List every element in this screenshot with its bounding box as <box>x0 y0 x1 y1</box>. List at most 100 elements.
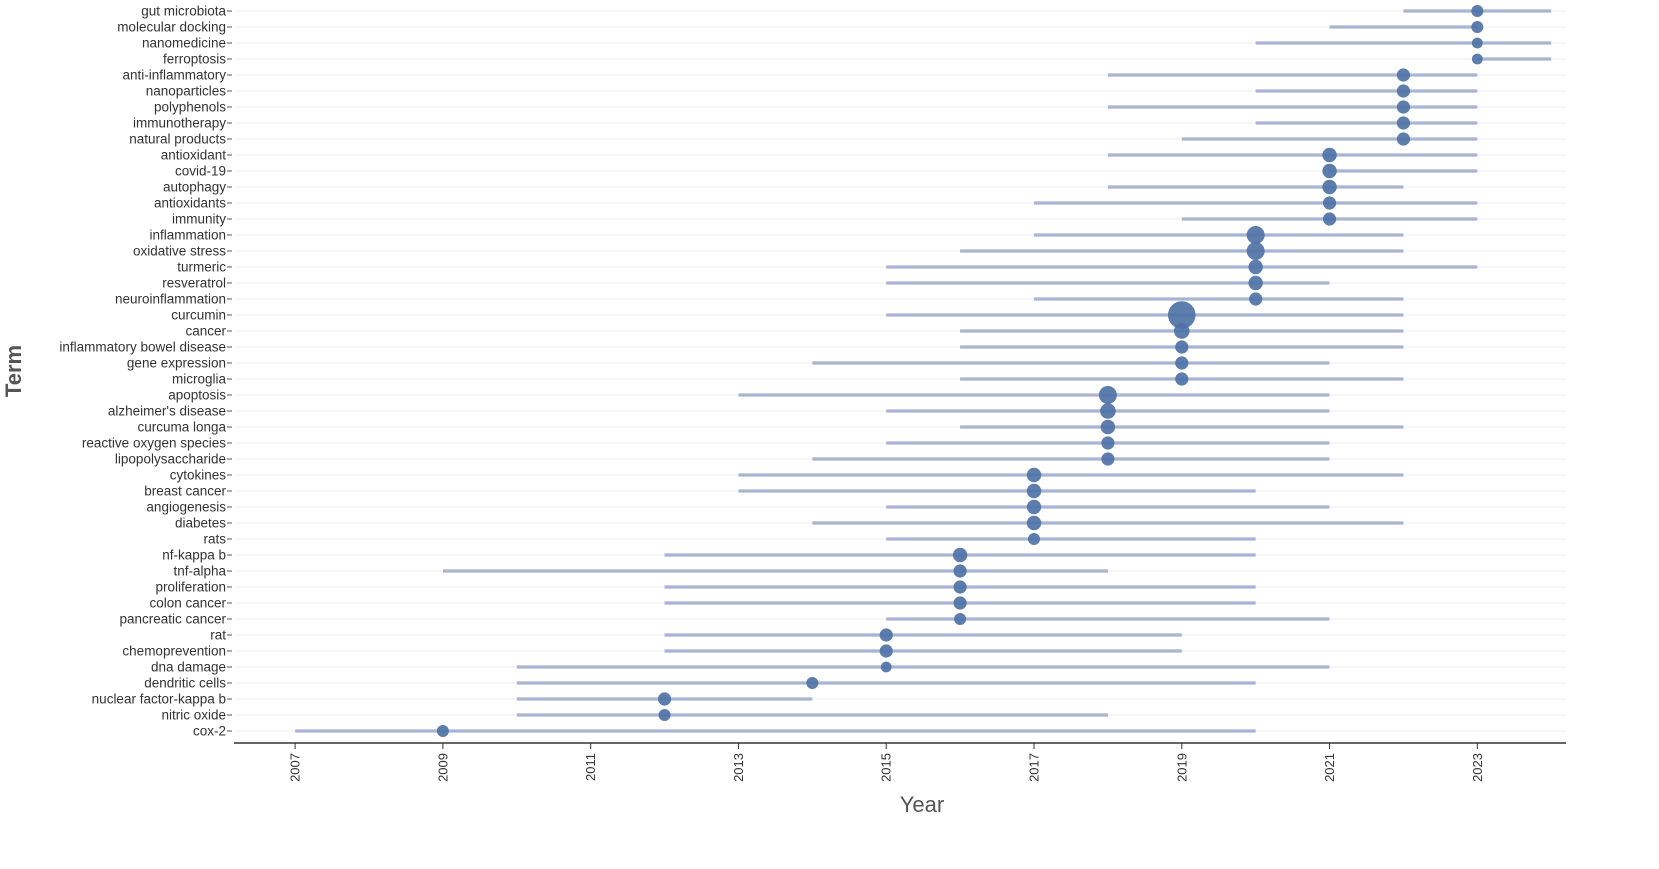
y-tick-label: molecular docking <box>117 20 226 35</box>
data-point <box>952 547 968 563</box>
y-tick-label: curcuma longa <box>137 420 226 435</box>
data-point <box>436 725 449 737</box>
data-point <box>1100 419 1116 435</box>
x-tick-label: 2009 <box>435 753 450 782</box>
data-point <box>1322 179 1337 195</box>
data-point <box>657 692 672 706</box>
data-point <box>1175 372 1189 386</box>
y-tick-label: reactive oxygen species <box>82 436 226 451</box>
data-point <box>953 564 967 578</box>
data-point <box>1175 356 1189 370</box>
x-tick-label: 2007 <box>288 753 303 782</box>
y-tick-label: chemoprevention <box>122 644 226 659</box>
data-point <box>880 661 892 673</box>
y-tick-label: antioxidant <box>161 148 227 163</box>
data-point <box>1026 467 1042 483</box>
y-tick-label: nanomedicine <box>142 36 226 51</box>
data-point <box>1471 5 1484 17</box>
y-tick-label: breast cancer <box>144 484 226 499</box>
x-tick-label: 2011 <box>583 753 598 781</box>
y-tick-label: inflammation <box>149 228 226 243</box>
x-tick-label: 2017 <box>1027 753 1042 782</box>
y-axis-title: Term <box>1 345 26 397</box>
data-point <box>806 677 819 689</box>
y-tick-label: gut microbiota <box>141 4 226 19</box>
y-tick-label: angiogenesis <box>146 500 226 515</box>
data-point <box>1028 533 1040 545</box>
data-point <box>1396 84 1411 98</box>
data-point <box>954 613 967 625</box>
y-tick-label: curcumin <box>171 308 226 323</box>
x-tick-label: 2021 <box>1322 753 1337 782</box>
y-tick-label: polyphenols <box>154 100 226 115</box>
data-point <box>1322 212 1337 226</box>
range-lines <box>295 9 1552 733</box>
y-tick-label: diabetes <box>175 516 226 531</box>
x-tick-label: 2013 <box>731 753 746 782</box>
data-points <box>436 5 1484 737</box>
y-tick-label: proliferation <box>155 580 226 595</box>
data-point <box>1396 132 1411 146</box>
data-point <box>1471 53 1483 65</box>
y-tick-label: colon cancer <box>149 596 226 611</box>
y-tick-label: cytokines <box>170 468 227 483</box>
data-point <box>1098 386 1117 404</box>
y-tick-label: nuclear factor-kappa b <box>92 692 226 707</box>
x-tick-label: 2019 <box>1174 753 1189 782</box>
x-tick-label: 2023 <box>1470 753 1485 782</box>
data-point <box>1026 483 1042 499</box>
y-tick-label: lipopolysaccharide <box>115 452 226 467</box>
y-tick-label: inflammatory bowel disease <box>59 340 226 355</box>
data-point <box>1471 21 1484 33</box>
y-tick-label: resveratrol <box>162 276 226 291</box>
data-point <box>1026 499 1042 515</box>
data-point <box>1248 275 1263 291</box>
y-tick-label: gene expression <box>127 356 226 371</box>
x-axis: 2007 2009 2011 2013 2015 2017 2019 2021 2023 <box>234 742 1566 782</box>
data-point <box>1101 452 1115 466</box>
data-point <box>953 596 967 610</box>
data-point <box>1175 340 1189 354</box>
x-tick-label: 2015 <box>879 753 894 782</box>
y-tick-label: rats <box>203 532 226 547</box>
data-point <box>658 709 671 721</box>
y-tick-label: nf-kappa b <box>162 548 226 563</box>
y-tick-label: rat <box>210 628 226 643</box>
y-tick-label: autophagy <box>163 180 226 195</box>
y-tick-label: nanoparticles <box>146 84 227 99</box>
y-tick-label: covid-19 <box>175 164 226 179</box>
y-tick-label: tnf-alpha <box>173 564 226 579</box>
data-point <box>1100 403 1116 419</box>
y-tick-label: ferroptosis <box>163 52 226 67</box>
data-point <box>1249 292 1263 306</box>
y-tick-label: natural products <box>129 132 226 147</box>
y-tick-label: microglia <box>172 372 227 387</box>
data-point <box>1396 100 1411 114</box>
data-point <box>953 580 967 594</box>
y-tick-label: turmeric <box>177 260 226 275</box>
y-tick-label: dendritic cells <box>144 676 226 691</box>
y-tick-label: oxidative stress <box>133 244 226 259</box>
grid-lines <box>236 10 1566 732</box>
data-point <box>1322 147 1337 163</box>
data-point <box>1026 515 1042 531</box>
data-point <box>879 628 893 642</box>
x-axis-title: Year <box>900 792 944 817</box>
y-tick-label: antioxidants <box>154 196 226 211</box>
data-point <box>1248 259 1263 275</box>
data-point <box>1246 226 1265 244</box>
y-tick-label: anti-inflammatory <box>122 68 226 83</box>
y-tick-label: pancreatic cancer <box>119 612 226 627</box>
data-point <box>1167 301 1196 329</box>
data-point <box>1322 196 1337 210</box>
y-tick-label: immunotherapy <box>133 116 226 131</box>
data-point <box>1173 323 1190 339</box>
y-tick-label: cancer <box>185 324 226 339</box>
y-tick-label: apoptosis <box>168 388 226 403</box>
y-tick-label: nitric oxide <box>161 708 226 723</box>
y-tick-label: immunity <box>172 212 226 227</box>
data-point <box>879 644 893 658</box>
data-point <box>1101 436 1115 450</box>
